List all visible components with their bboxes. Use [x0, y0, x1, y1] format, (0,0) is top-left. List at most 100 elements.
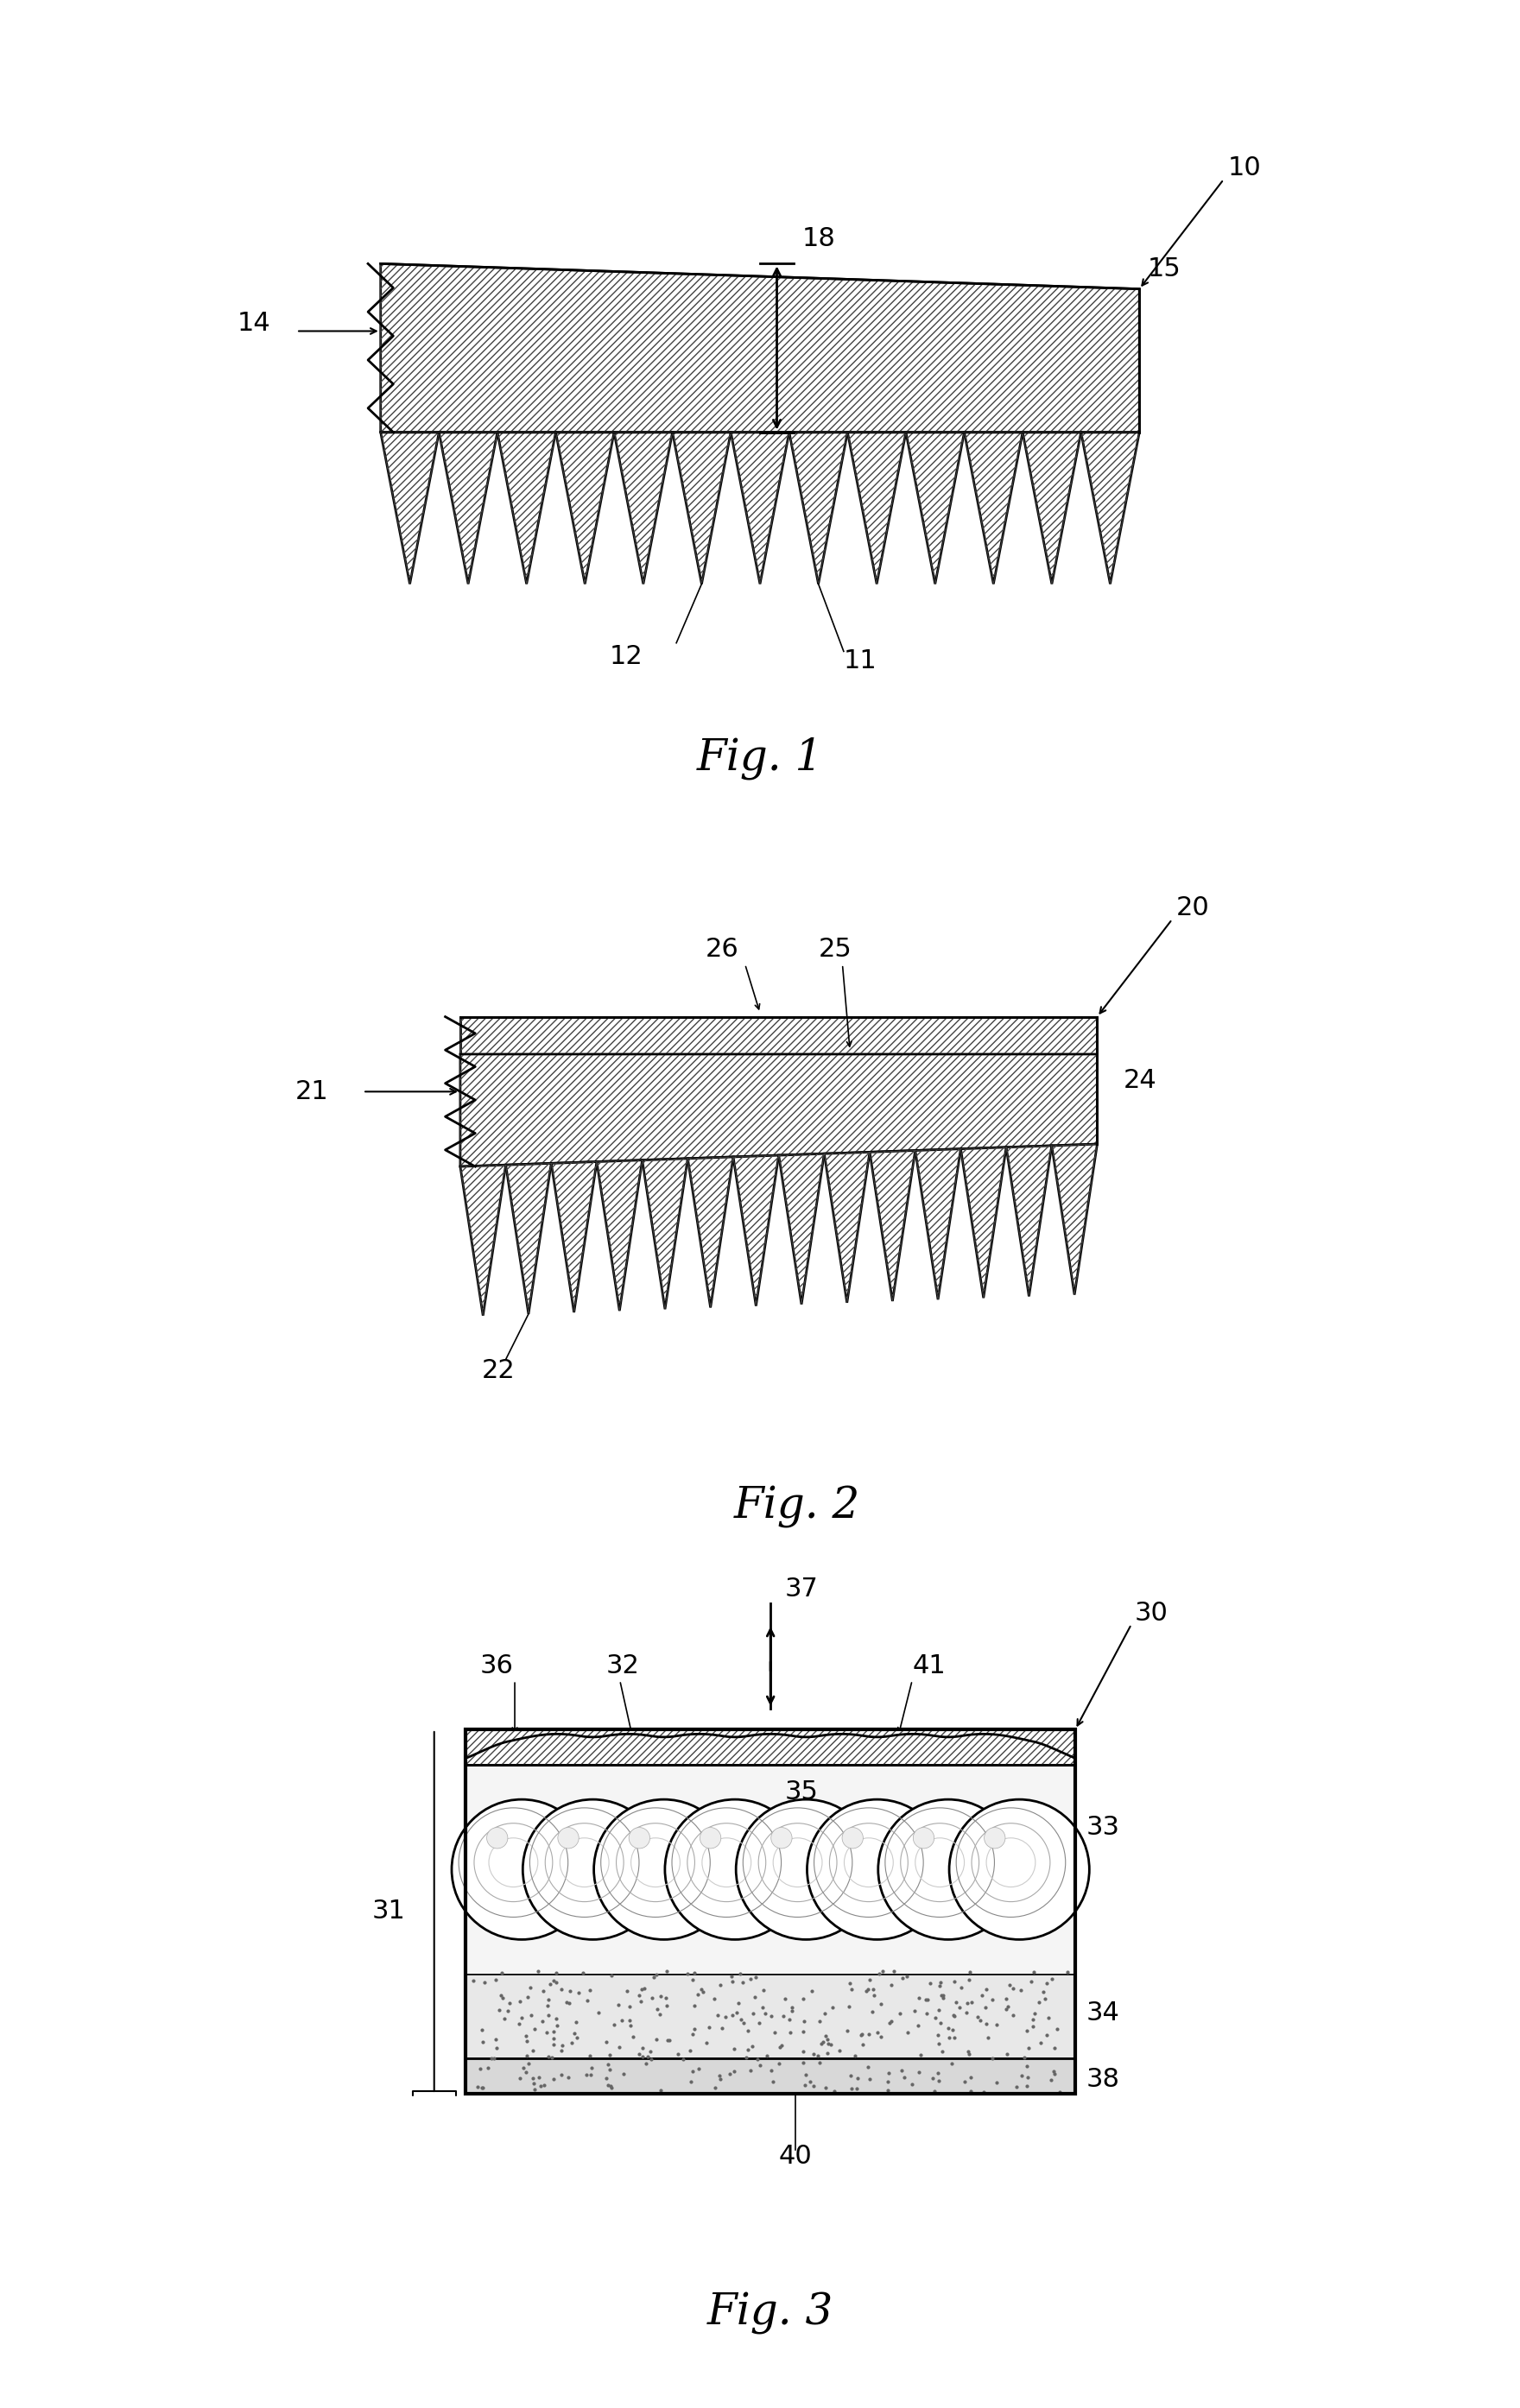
Point — [923, 2071, 947, 2109]
Point — [790, 2044, 815, 2083]
Text: 15: 15 — [1148, 258, 1181, 282]
Point — [514, 2015, 538, 2054]
Point — [540, 2040, 564, 2078]
Point — [687, 2049, 711, 2088]
Point — [947, 1989, 971, 2028]
Point — [559, 2023, 584, 2061]
Polygon shape — [597, 1161, 643, 1310]
Point — [521, 2064, 546, 2102]
Point — [1021, 2008, 1046, 2047]
Point — [868, 2018, 892, 2056]
Point — [900, 2064, 924, 2102]
Point — [740, 2028, 765, 2066]
Text: 38: 38 — [1085, 2066, 1120, 2093]
Point — [1035, 2015, 1059, 2054]
Circle shape — [664, 1799, 806, 1938]
Point — [970, 1977, 994, 2015]
Point — [838, 1965, 862, 2003]
Point — [891, 1960, 915, 1999]
Point — [631, 2028, 655, 2066]
Point — [541, 2025, 565, 2064]
Point — [1009, 2056, 1034, 2095]
Point — [480, 2040, 505, 2078]
Point — [468, 2049, 492, 2088]
Point — [646, 1989, 670, 2028]
Point — [508, 2059, 532, 2097]
Point — [556, 1984, 581, 2023]
Point — [567, 1972, 591, 2011]
Point — [486, 1991, 511, 2030]
Point — [842, 2037, 866, 2076]
Polygon shape — [465, 1765, 1075, 1975]
Polygon shape — [789, 431, 848, 583]
Point — [1028, 1984, 1052, 2023]
Point — [616, 1972, 640, 2011]
Circle shape — [879, 1799, 1018, 1938]
Point — [958, 2035, 982, 2073]
Point — [736, 2011, 760, 2049]
Point — [850, 2015, 874, 2054]
Point — [857, 1960, 882, 1999]
Point — [1021, 1953, 1046, 1991]
Point — [594, 2059, 619, 2097]
Point — [610, 2001, 634, 2040]
Point — [541, 2020, 565, 2059]
Point — [968, 2001, 993, 2040]
Point — [515, 1977, 540, 2015]
Point — [731, 1963, 755, 2001]
Point — [1021, 2001, 1046, 2040]
Point — [1009, 1970, 1034, 2008]
Point — [769, 2025, 793, 2064]
Text: 21: 21 — [295, 1079, 328, 1105]
Point — [564, 2003, 588, 2042]
Circle shape — [736, 1799, 876, 1938]
Point — [728, 1955, 752, 1994]
Circle shape — [629, 1828, 651, 1849]
Point — [973, 1989, 997, 2028]
Point — [903, 1991, 927, 2030]
Point — [895, 2013, 920, 2052]
Text: 18: 18 — [803, 226, 836, 250]
Polygon shape — [506, 1163, 552, 1315]
Point — [491, 1979, 515, 2018]
Polygon shape — [824, 1151, 869, 1303]
Point — [809, 2025, 833, 2064]
Point — [462, 1963, 486, 2001]
Point — [751, 1970, 775, 2008]
Point — [762, 2064, 786, 2102]
Point — [844, 2068, 868, 2107]
Point — [793, 2066, 818, 2105]
Point — [889, 2052, 914, 2090]
Point — [644, 1955, 669, 1994]
Point — [682, 1953, 707, 1991]
Point — [476, 2049, 500, 2088]
Circle shape — [523, 1799, 663, 1938]
Point — [544, 1953, 568, 1991]
Point — [827, 2032, 851, 2071]
Point — [579, 2049, 603, 2088]
Point — [708, 2059, 733, 2097]
Point — [532, 2066, 556, 2105]
Point — [728, 2001, 752, 2040]
Point — [974, 1970, 999, 2008]
Point — [807, 2001, 831, 2040]
Point — [942, 2018, 967, 2056]
Point — [714, 1999, 739, 2037]
Point — [772, 1979, 796, 2018]
Point — [965, 1999, 990, 2037]
Point — [941, 2011, 965, 2049]
Point — [695, 2023, 719, 2061]
Point — [496, 1991, 520, 2030]
Point — [816, 2025, 841, 2064]
Text: 37: 37 — [784, 1577, 818, 1601]
Point — [514, 2023, 538, 2061]
Point — [681, 2052, 705, 2090]
Point — [537, 2037, 561, 2076]
Point — [544, 1999, 568, 2037]
Point — [470, 2068, 494, 2107]
Point — [762, 2013, 786, 2052]
Circle shape — [771, 1828, 792, 1849]
Point — [597, 2049, 622, 2088]
Point — [572, 1953, 596, 1991]
Polygon shape — [1006, 1146, 1052, 1296]
